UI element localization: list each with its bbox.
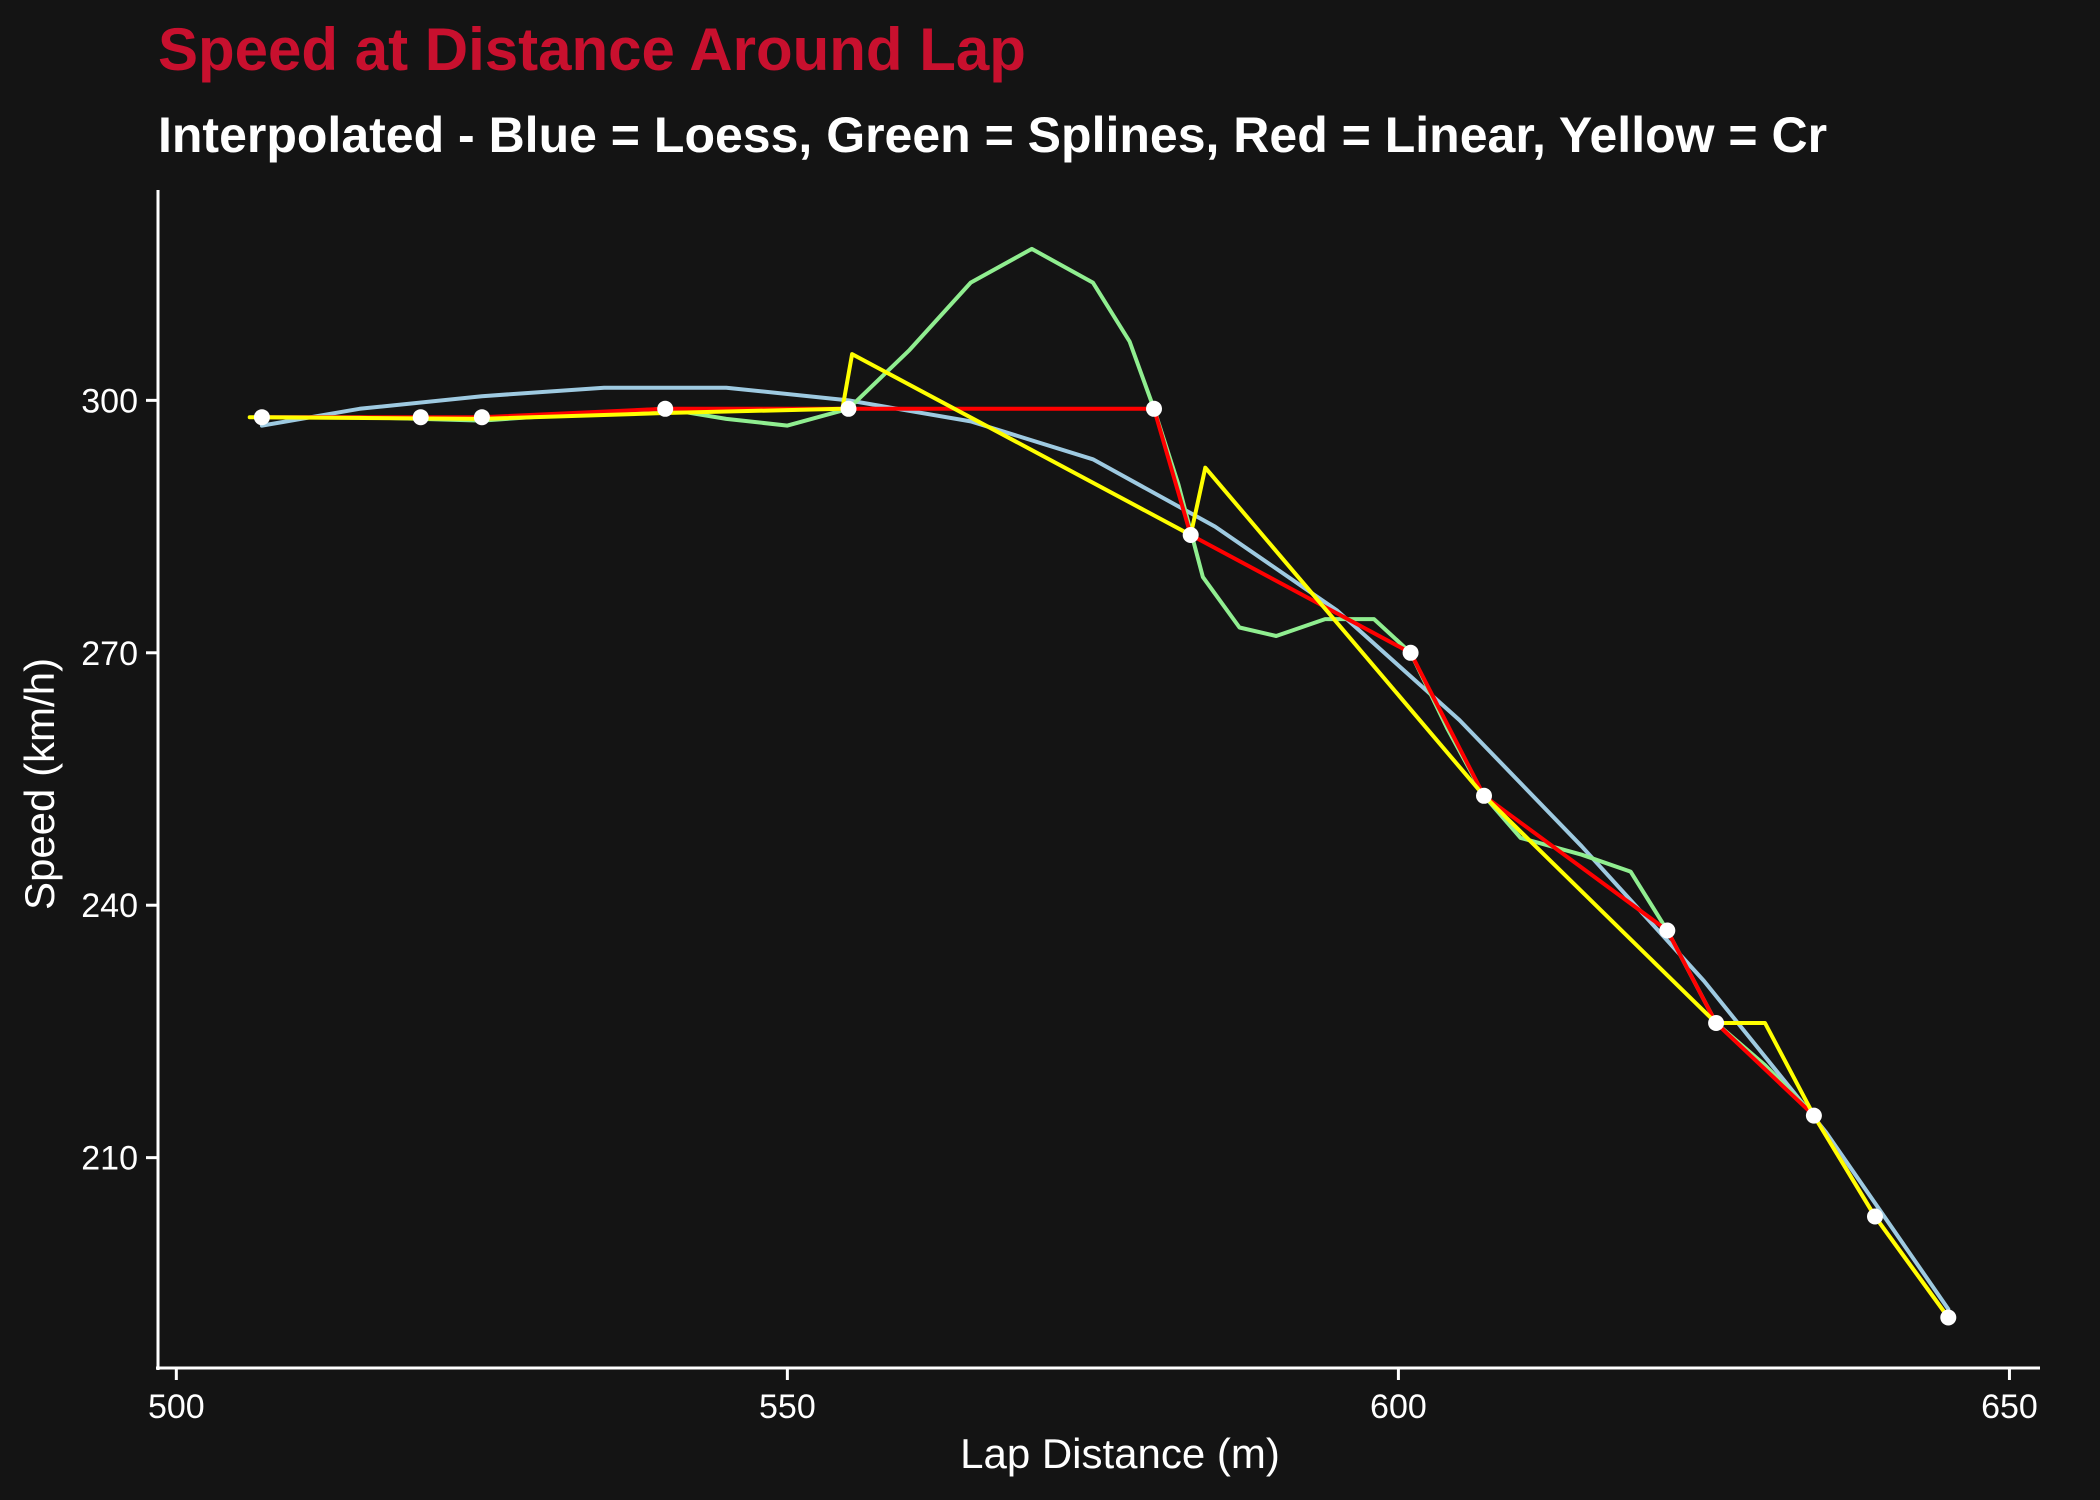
chart-subtitle: Interpolated - Blue = Loess, Green = Spl… <box>158 107 1827 163</box>
data-point <box>1708 1015 1725 1031</box>
y-tick-label: 270 <box>81 635 138 673</box>
y-tick-label: 300 <box>81 382 138 420</box>
series-line-linear <box>259 406 1951 1320</box>
data-point <box>253 409 270 426</box>
data-point <box>1940 1309 1957 1326</box>
data-point <box>473 409 490 426</box>
y-tick-label: 210 <box>81 1140 138 1178</box>
x-tick-label: 550 <box>759 1388 816 1426</box>
axes: 500 550 600 650 210 240 270 300 <box>81 190 2040 1426</box>
y-tick-label: 240 <box>81 887 138 925</box>
x-tick-label: 500 <box>148 1388 205 1426</box>
x-tick-label: 600 <box>1370 1388 1427 1426</box>
data-point <box>1867 1208 1883 1225</box>
data-point <box>412 409 429 426</box>
data-point <box>840 400 857 417</box>
y-axis-title: Speed (km/h) <box>16 658 63 910</box>
data-point <box>657 400 674 417</box>
data-point <box>1402 644 1419 661</box>
data-point <box>1146 400 1162 417</box>
x-axis-title: Lap Distance (m) <box>960 1430 1280 1477</box>
data-point <box>1476 787 1492 804</box>
data-point <box>1805 1107 1822 1124</box>
x-tick-label: 650 <box>1981 1388 2038 1426</box>
plot-area <box>247 246 1957 1326</box>
series-line-splines <box>259 246 1951 1320</box>
data-point <box>1182 527 1199 543</box>
data-point <box>1659 922 1676 939</box>
chart-title: Speed at Distance Around Lap <box>158 16 1026 83</box>
